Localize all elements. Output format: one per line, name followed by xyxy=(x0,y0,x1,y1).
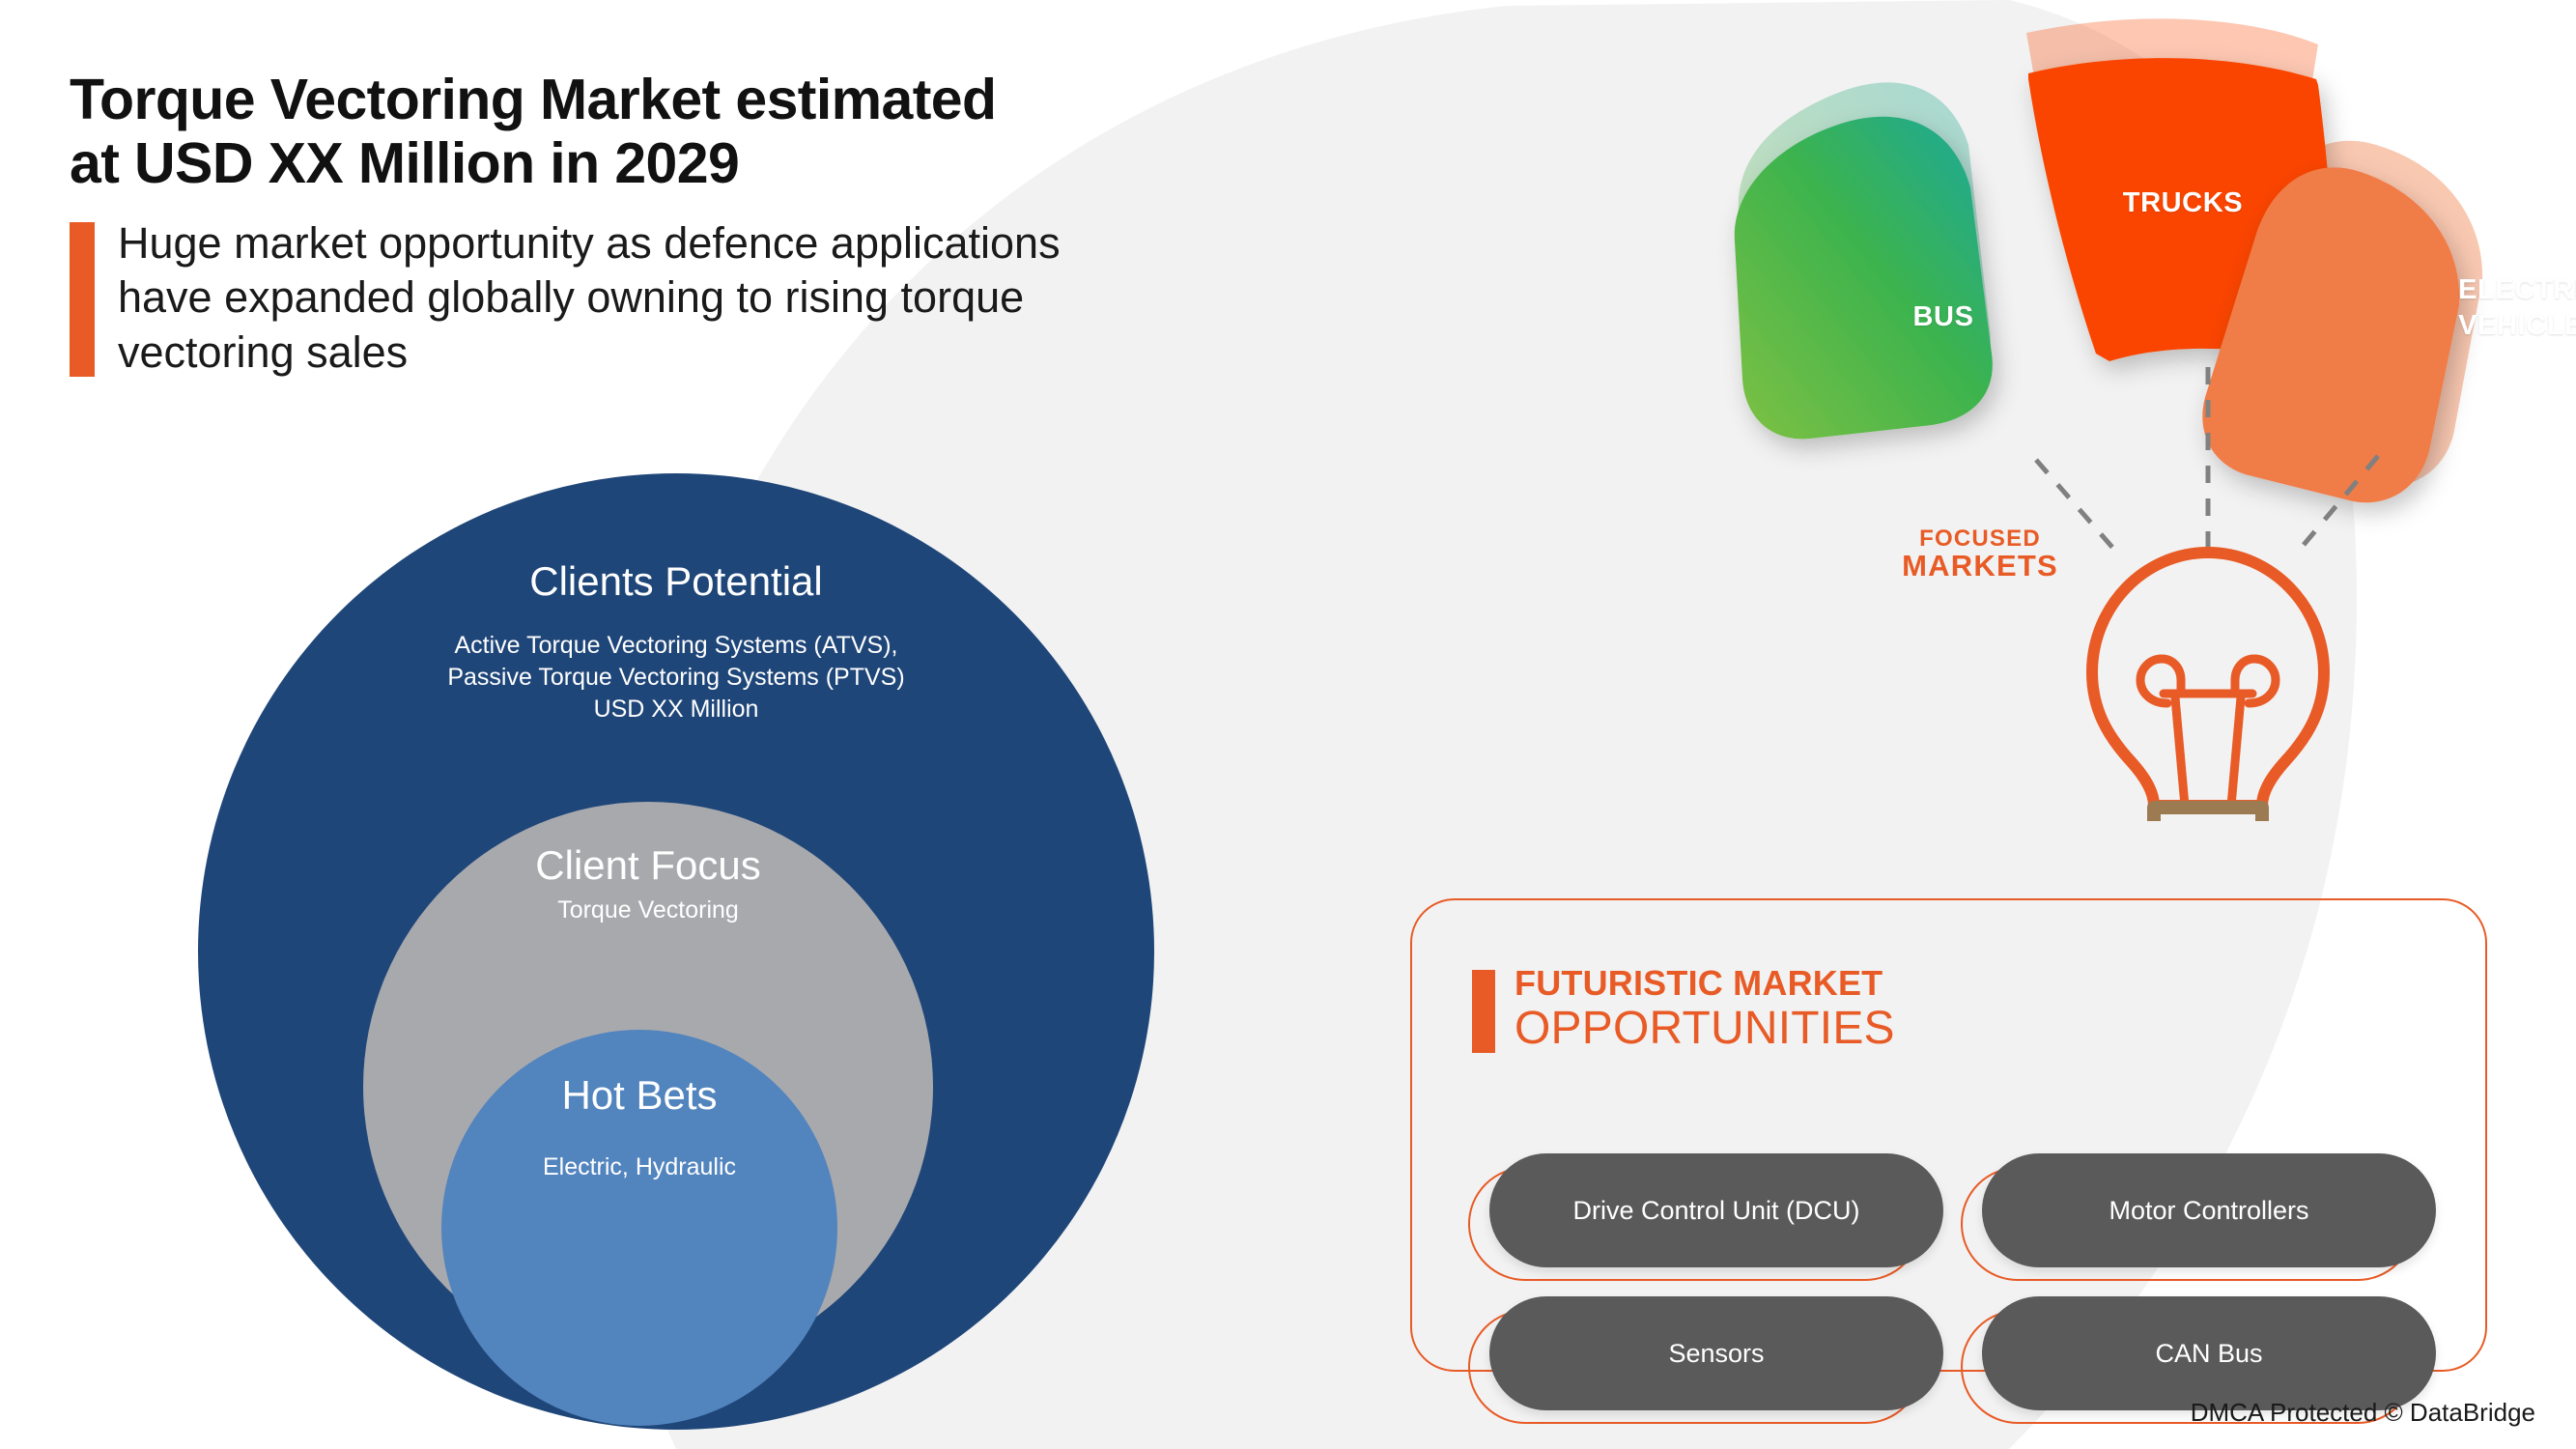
opportunity-pill-sensors[interactable]: Sensors xyxy=(1489,1296,1943,1410)
opportunity-pill-dcu[interactable]: Drive Control Unit (DCU) xyxy=(1489,1153,1943,1267)
hot-bets-circle xyxy=(441,1030,837,1426)
opportunity-item: CAN Bus xyxy=(1961,1296,2436,1424)
headline-block: Torque Vectoring Market estimated at USD… xyxy=(70,68,1441,380)
copyright-notice: DMCA Protected © DataBridge xyxy=(2190,1398,2535,1427)
opportunity-item: Motor Controllers xyxy=(1961,1153,2436,1281)
focused-markets-label: FOCUSED MARKETS xyxy=(1893,526,2067,582)
client-focus-title: Client Focus xyxy=(535,842,761,888)
opportunities-grid: Drive Control Unit (DCU) Motor Controlle… xyxy=(1468,1153,2436,1424)
connector-bus xyxy=(2034,458,2117,553)
panel-accent-bar xyxy=(1472,970,1495,1053)
connector-lines xyxy=(2034,367,2380,558)
petals-svg xyxy=(1734,18,2483,917)
client-focus-subtitle: Torque Vectoring xyxy=(557,896,739,924)
panel-title-line2: OPPORTUNITIES xyxy=(1514,1003,1895,1054)
focused-markets-diagram: BUS TRUCKS ELECTRIC VEHICLES xyxy=(1449,10,2576,917)
panel-title-group: FUTURISTIC MARKET OPPORTUNITIES xyxy=(1514,966,1895,1053)
panel-title-line1: FUTURISTIC MARKET xyxy=(1514,963,1883,1003)
opportunity-pill-can-bus[interactable]: CAN Bus xyxy=(1982,1296,2436,1410)
focused-markets-line1: FOCUSED xyxy=(1919,526,2041,552)
clients-potential-subtitle: Active Torque Vectoring Systems (ATVS), … xyxy=(447,632,905,724)
focused-markets-line2: MARKETS xyxy=(1902,549,2058,583)
petal-label-bus: BUS xyxy=(1912,301,1974,332)
bus-petal[interactable] xyxy=(1734,116,1993,440)
ev-petal[interactable] xyxy=(2202,167,2460,503)
hot-bets-title: Hot Bets xyxy=(561,1072,718,1118)
lightbulb-icon xyxy=(2086,547,2330,917)
concentric-circles-diagram: Clients Potential Active Torque Vectorin… xyxy=(198,473,1154,1430)
futuristic-opportunities-panel: FUTURISTIC MARKET OPPORTUNITIES Drive Co… xyxy=(1410,898,2487,1424)
page-subtitle: Huge market opportunity as defence appli… xyxy=(118,218,1061,377)
page-title: Torque Vectoring Market estimated at USD… xyxy=(70,68,997,196)
panel-header: FUTURISTIC MARKET OPPORTUNITIES xyxy=(1472,966,1895,1053)
orange-accent-bar xyxy=(70,222,95,378)
clients-potential-label: Clients Potential Active Torque Vectorin… xyxy=(198,558,1154,725)
opportunity-pill-motor-controllers[interactable]: Motor Controllers xyxy=(1982,1153,2436,1267)
petal-label-trucks: TRUCKS xyxy=(2122,187,2244,218)
hot-bets-label: Hot Bets Electric, Hydraulic xyxy=(441,1072,837,1183)
opportunity-item: Drive Control Unit (DCU) xyxy=(1468,1153,1943,1281)
opportunity-item: Sensors xyxy=(1468,1296,1943,1424)
subtitle-row: Huge market opportunity as defence appli… xyxy=(70,216,1441,380)
connector-ev xyxy=(2297,454,2380,553)
petal-label-electric-vehicles: ELECTRIC VEHICLES xyxy=(2458,274,2576,342)
clients-potential-title: Clients Potential xyxy=(529,558,823,604)
client-focus-label: Client Focus Torque Vectoring xyxy=(363,842,933,926)
hot-bets-subtitle: Electric, Hydraulic xyxy=(542,1153,737,1181)
